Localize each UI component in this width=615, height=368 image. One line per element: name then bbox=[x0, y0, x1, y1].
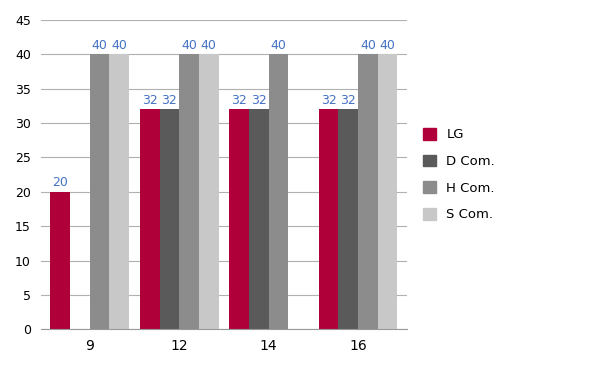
Text: 32: 32 bbox=[340, 93, 356, 107]
Text: 40: 40 bbox=[379, 39, 395, 52]
Bar bbox=[109, 54, 129, 329]
Text: 40: 40 bbox=[181, 39, 197, 52]
Bar bbox=[50, 192, 70, 329]
Text: 40: 40 bbox=[360, 39, 376, 52]
Text: 20: 20 bbox=[52, 176, 68, 189]
Bar bbox=[319, 109, 338, 329]
Bar bbox=[229, 109, 249, 329]
Legend: LG, D Com., H Com., S Com.: LG, D Com., H Com., S Com. bbox=[418, 123, 501, 227]
Bar bbox=[338, 109, 358, 329]
Text: 40: 40 bbox=[200, 39, 216, 52]
Text: 40: 40 bbox=[271, 39, 287, 52]
Text: 32: 32 bbox=[142, 93, 157, 107]
Bar bbox=[199, 54, 218, 329]
Bar bbox=[378, 54, 397, 329]
Bar bbox=[140, 109, 159, 329]
Text: 32: 32 bbox=[251, 93, 267, 107]
Text: 32: 32 bbox=[231, 93, 247, 107]
Text: 32: 32 bbox=[320, 93, 336, 107]
Text: 40: 40 bbox=[92, 39, 108, 52]
Bar bbox=[179, 54, 199, 329]
Bar bbox=[269, 54, 288, 329]
Bar bbox=[90, 54, 109, 329]
Bar bbox=[249, 109, 269, 329]
Text: 32: 32 bbox=[162, 93, 177, 107]
Bar bbox=[358, 54, 378, 329]
Text: 40: 40 bbox=[111, 39, 127, 52]
Bar bbox=[159, 109, 179, 329]
